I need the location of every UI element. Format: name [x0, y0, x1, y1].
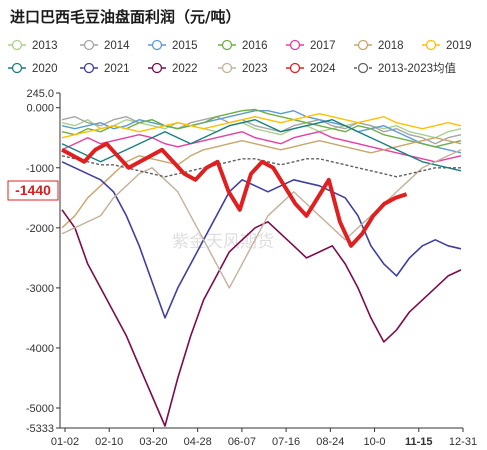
series-line-2017: [61, 130, 462, 163]
legend-label-2019: 2019: [446, 40, 472, 52]
y-tick-label-0-000: 0.000: [26, 103, 54, 115]
current-value-box: [7, 180, 59, 201]
legend-label-2016: 2016: [242, 40, 268, 52]
legend-item-2020[interactable]: 2020: [8, 62, 58, 75]
legend-label-2014: 2014: [104, 40, 130, 52]
legend-label-2020: 2020: [32, 63, 58, 75]
legend-marker-2018: [357, 39, 369, 51]
legend-label-2013-2023: 2013-2023均值: [378, 62, 456, 75]
x-tick-label-12-31: 12-31: [449, 436, 477, 448]
x-tick-label-08-24: 08-24: [316, 436, 344, 448]
watermark: 紫金天风期货: [172, 232, 274, 252]
x-tick-label-03-20: 03-20: [139, 436, 167, 448]
legend-marker-2019: [425, 39, 437, 51]
legend-item-2021[interactable]: 2021: [80, 62, 130, 75]
series-line-2014: [61, 115, 462, 145]
series-line-2019: [61, 112, 462, 139]
chart-title: 进口巴西毛豆油盘面利润（元/吨）: [10, 8, 240, 26]
legend-item-2013-2023[interactable]: 2013-2023均值: [354, 62, 456, 75]
legend-marker-2013: [11, 39, 23, 51]
legend-item-2018[interactable]: 2018: [354, 39, 404, 52]
legend-marker-2014: [83, 39, 95, 51]
legend-marker-2021: [83, 62, 95, 74]
x-tick-label-07-16: 07-16: [272, 436, 300, 448]
legend-item-2022[interactable]: 2022: [148, 62, 198, 75]
series-line-2018: [61, 136, 462, 229]
x-tick-label-11-15: 11-15: [405, 436, 433, 448]
legend-label-2021: 2021: [104, 63, 130, 75]
y-tick-label-2000: -2000: [26, 223, 54, 235]
x-tick-label-04-28: 04-28: [184, 436, 212, 448]
current-value-marker: -1440: [7, 180, 59, 201]
series-line-2021: [61, 161, 462, 319]
legend-label-2023: 2023: [242, 63, 268, 75]
x-tick-label-02-10: 02-10: [95, 436, 123, 448]
legend-label-2015: 2015: [172, 40, 198, 52]
legend-item-2014[interactable]: 2014: [80, 39, 130, 52]
legend-label-2022: 2022: [172, 63, 198, 75]
y-tick-label-5333: -5333: [26, 423, 54, 435]
series-line-2020: [61, 118, 462, 172]
y-tick-label-4000: -4000: [26, 343, 54, 355]
series-line-2024: [61, 141, 408, 248]
axes: 245.0 0.000 -1000 -2000 -3000 -4000 -5000 -5333…: [26, 88, 477, 448]
legend: 2013 2014 2015 2016 2017 2018 2019 2020 2021 2022…: [8, 39, 472, 75]
y-tick-label-3000: -3000: [26, 283, 54, 295]
legend-marker-2022: [151, 62, 163, 74]
x-tick-label-10-0: 10-0: [364, 436, 386, 448]
series-line-2022: [61, 209, 462, 427]
current-value-label: -1440: [15, 182, 51, 198]
legend-marker-2017: [289, 39, 301, 51]
legend-marker-2015: [151, 39, 163, 51]
legend-marker-2016: [221, 39, 233, 51]
legend-label-2024: 2024: [310, 63, 336, 75]
x-tick-label-01-02: 01-02: [51, 436, 79, 448]
legend-marker-2020: [11, 62, 23, 74]
legend-label-2013: 2013: [32, 40, 58, 52]
legend-item-2017[interactable]: 2017: [286, 39, 336, 52]
legend-item-2013[interactable]: 2013: [8, 39, 58, 52]
plot-area: [61, 108, 462, 427]
legend-item-2015[interactable]: 2015: [148, 39, 198, 52]
legend-marker-2023: [221, 62, 233, 74]
y-tick-label-1000: -1000: [26, 163, 54, 175]
legend-item-2023[interactable]: 2023: [218, 62, 268, 75]
series-line-2013: [61, 118, 462, 139]
series-line-2015: [61, 109, 462, 154]
legend-marker-2024: [289, 62, 301, 74]
legend-label-2018: 2018: [378, 40, 404, 52]
legend-item-2024[interactable]: 2024: [286, 62, 336, 75]
y-tick-label-5000: -5000: [26, 403, 54, 415]
x-tick-label-06-07: 06-07: [228, 436, 256, 448]
legend-item-2016[interactable]: 2016: [218, 39, 268, 52]
legend-marker-2013-2023: [357, 62, 369, 74]
legend-label-2017: 2017: [310, 40, 336, 52]
series-line-2023: [61, 149, 462, 289]
series-line-2016: [61, 108, 462, 148]
y-tick-label-245-0: 245.0: [26, 88, 54, 100]
legend-item-2019[interactable]: 2019: [422, 39, 472, 52]
